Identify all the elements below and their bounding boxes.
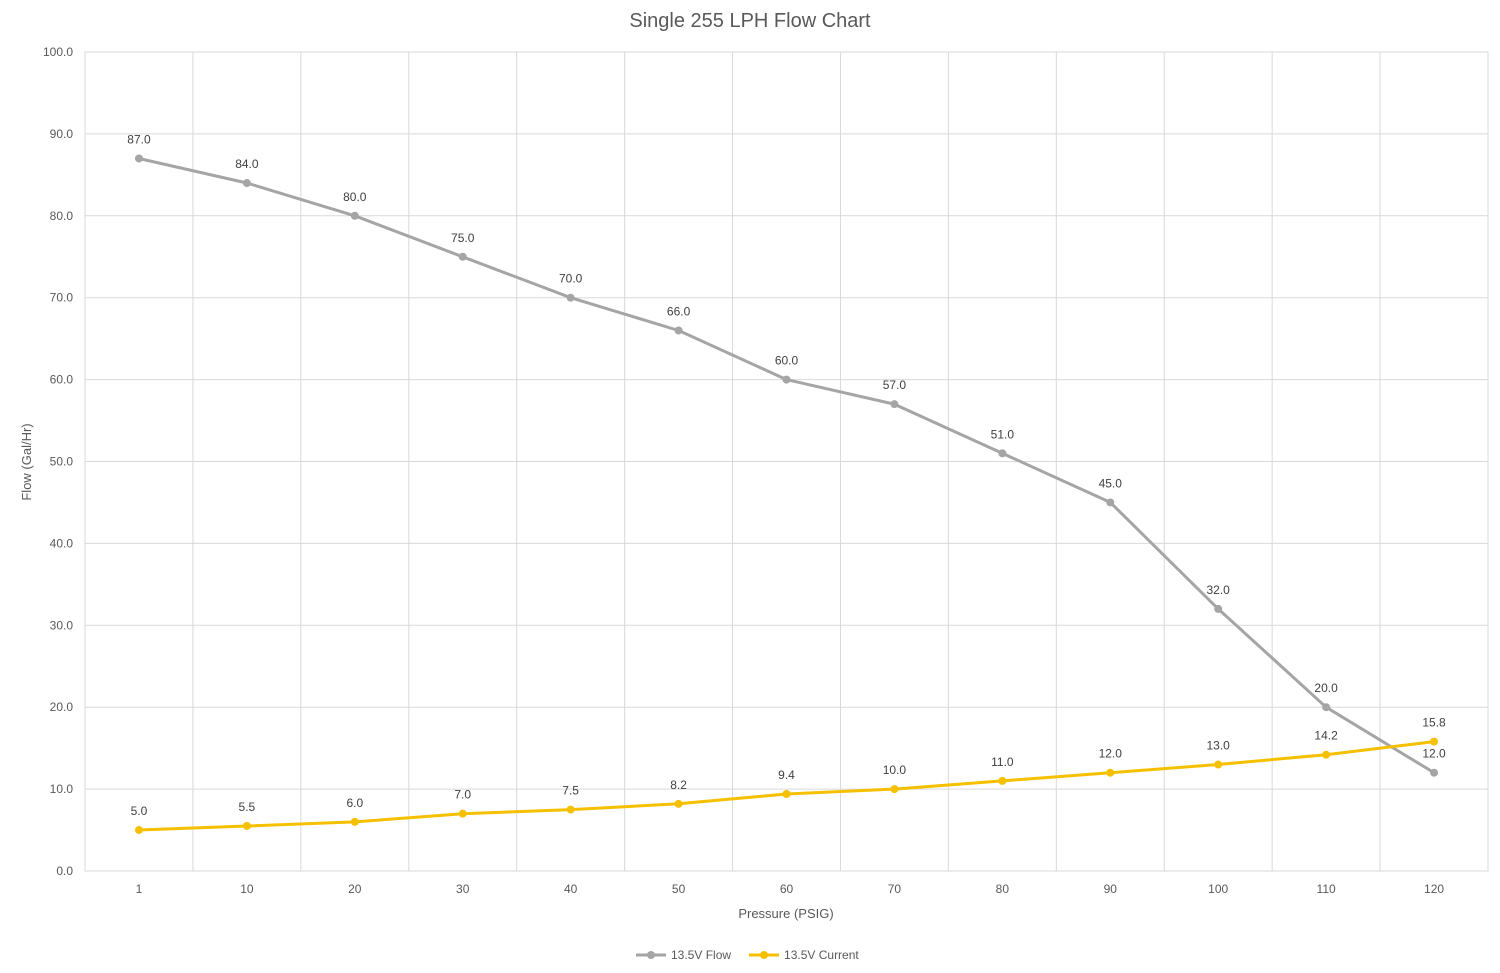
data-point	[134, 154, 143, 163]
data-label: 7.0	[454, 788, 471, 802]
y-tick-label: 0.0	[56, 864, 73, 878]
data-point	[1430, 768, 1439, 777]
data-point	[134, 826, 143, 835]
data-point	[890, 400, 899, 409]
legend-item-flow: 13.5V Flow	[636, 948, 731, 962]
data-label: 87.0	[127, 132, 151, 146]
x-tick-label: 70	[888, 882, 902, 896]
data-label: 66.0	[667, 304, 691, 318]
data-label: 84.0	[235, 157, 259, 171]
data-label: 57.0	[883, 378, 907, 392]
legend-label: 13.5V Current	[784, 948, 859, 962]
data-point	[350, 817, 359, 826]
series-flow	[134, 154, 1439, 777]
y-tick-label: 40.0	[50, 536, 74, 550]
y-tick-label: 60.0	[50, 373, 74, 387]
data-label: 6.0	[346, 796, 363, 810]
data-label: 51.0	[991, 427, 1015, 441]
data-label: 7.5	[562, 784, 579, 798]
x-tick-label: 10	[240, 882, 254, 896]
data-label: 12.0	[1099, 747, 1123, 761]
data-point	[566, 805, 575, 814]
data-point	[998, 776, 1007, 785]
x-tick-label: 20	[348, 882, 362, 896]
y-tick-label: 70.0	[50, 291, 74, 305]
data-point	[1214, 760, 1223, 769]
x-tick-label: 110	[1317, 882, 1336, 896]
data-label: 32.0	[1207, 583, 1231, 597]
data-point	[998, 449, 1007, 458]
plot-area	[84, 51, 1489, 872]
data-label: 60.0	[775, 354, 799, 368]
data-point	[674, 326, 683, 335]
x-tick-label: 90	[1104, 882, 1118, 896]
data-label: 15.8	[1422, 716, 1446, 730]
data-label: 11.0	[991, 755, 1014, 769]
data-label: 70.0	[559, 272, 583, 286]
y-tick-label: 10.0	[50, 782, 74, 796]
data-label: 75.0	[451, 231, 475, 245]
data-point	[782, 375, 791, 384]
x-tick-label: 100	[1208, 882, 1228, 896]
data-point	[242, 821, 251, 830]
series-layer	[134, 154, 1439, 835]
y-tick-label: 100.0	[43, 45, 73, 59]
y-axis: 0.0 10.0 20.0 30.0 40.0 50.0 60.0 70.0 80.0 90.0 1…	[43, 45, 73, 878]
x-axis-title: Pressure (PSIG)	[738, 906, 833, 921]
data-point	[566, 293, 575, 302]
gridlines	[84, 51, 1489, 872]
data-label: 5.5	[239, 800, 256, 814]
data-label: 80.0	[343, 190, 367, 204]
data-point	[458, 809, 467, 818]
data-label: 45.0	[1099, 476, 1123, 490]
x-axis: 1 10 20 30 40 50 60 70 80 90 100 110 120	[136, 882, 1445, 896]
data-point	[458, 252, 467, 261]
data-point	[890, 785, 899, 794]
data-point	[782, 790, 791, 799]
data-label: 5.0	[131, 804, 148, 818]
x-tick-label: 40	[564, 882, 578, 896]
y-tick-label: 20.0	[50, 700, 74, 714]
x-tick-label: 1	[136, 882, 143, 896]
data-label: 10.0	[883, 763, 907, 777]
data-point	[1106, 498, 1115, 507]
legend-item-current: 13.5V Current	[749, 948, 859, 962]
data-point	[1430, 737, 1439, 746]
data-label: 13.0	[1207, 739, 1231, 753]
data-point	[1322, 703, 1331, 712]
data-point	[1106, 768, 1115, 777]
x-tick-label: 120	[1424, 882, 1444, 896]
series-line	[137, 740, 1436, 832]
data-point	[1214, 604, 1223, 613]
data-label: 9.4	[778, 768, 795, 782]
data-point	[1322, 750, 1331, 759]
legend-swatch-marker	[760, 951, 769, 959]
y-tick-label: 90.0	[50, 127, 74, 141]
data-point	[350, 211, 359, 220]
x-tick-label: 80	[996, 882, 1010, 896]
x-tick-label: 30	[456, 882, 470, 896]
data-label: 14.2	[1314, 729, 1338, 743]
series-line	[137, 157, 1436, 775]
y-tick-label: 30.0	[50, 618, 74, 632]
data-label: 12.0	[1422, 747, 1446, 761]
y-tick-label: 50.0	[50, 455, 74, 469]
data-labels: 87.0 84.0 80.0 75.0 70.0 66.0 60.0 57.0 51.0 45.0…	[127, 132, 1446, 818]
data-point	[242, 179, 251, 188]
data-label: 20.0	[1314, 681, 1338, 695]
x-tick-label: 50	[672, 882, 686, 896]
y-axis-title: Flow (Gal/Hr)	[19, 423, 34, 500]
chart-title: Single 255 LPH Flow Chart	[629, 10, 871, 32]
x-tick-label: 60	[780, 882, 794, 896]
data-label: 8.2	[670, 778, 687, 792]
series-current	[134, 737, 1439, 835]
data-point	[674, 799, 683, 808]
y-tick-label: 80.0	[50, 209, 74, 223]
legend-label: 13.5V Flow	[671, 948, 731, 962]
legend: 13.5V Flow 13.5V Current	[636, 948, 859, 962]
legend-swatch-marker	[647, 951, 655, 959]
